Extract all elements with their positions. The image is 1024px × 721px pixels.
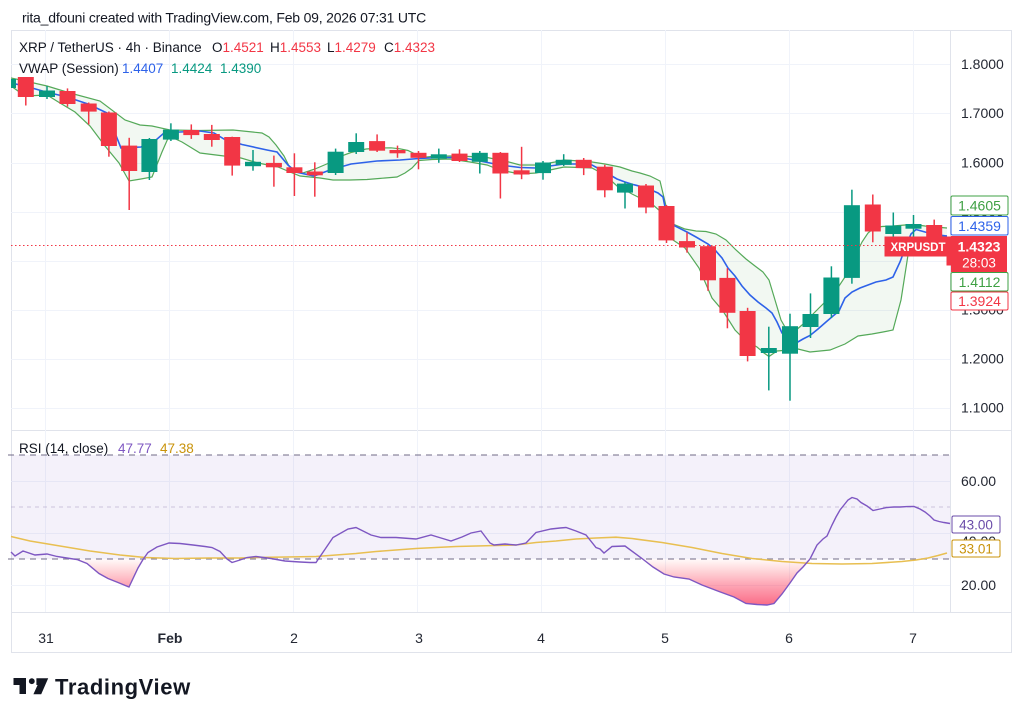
svg-text:1.4605: 1.4605 [958,198,1001,214]
svg-text:1.1000: 1.1000 [961,400,1004,416]
svg-text:60.00: 60.00 [961,473,996,489]
svg-text:2: 2 [290,630,298,646]
svg-text:7: 7 [909,630,917,646]
svg-text:28:03: 28:03 [962,256,996,271]
svg-text:20.00: 20.00 [961,577,996,593]
svg-text:33.01: 33.01 [959,542,993,557]
svg-text:1.7000: 1.7000 [961,105,1004,121]
svg-text:6: 6 [785,630,793,646]
svg-text:1.4112: 1.4112 [959,274,1001,290]
svg-text:1.4359: 1.4359 [958,218,1001,234]
svg-text:31: 31 [38,630,54,646]
svg-text:Feb: Feb [158,630,183,646]
svg-text:1.3924: 1.3924 [958,293,1001,309]
svg-text:rita_dfouni created with Tradi: rita_dfouni created with TradingView.com… [22,10,426,26]
svg-text:TradingView: TradingView [55,675,191,700]
svg-text:43.00: 43.00 [959,518,993,533]
svg-text:1.6000: 1.6000 [961,155,1004,171]
svg-text:1.8000: 1.8000 [961,56,1004,72]
svg-text:5: 5 [661,630,669,646]
svg-text:3: 3 [415,630,423,646]
svg-text:4: 4 [537,630,545,646]
svg-text:1.2000: 1.2000 [961,351,1004,367]
svg-text:1.4323: 1.4323 [958,239,1001,255]
svg-text:XRPUSDT: XRPUSDT [891,242,946,254]
